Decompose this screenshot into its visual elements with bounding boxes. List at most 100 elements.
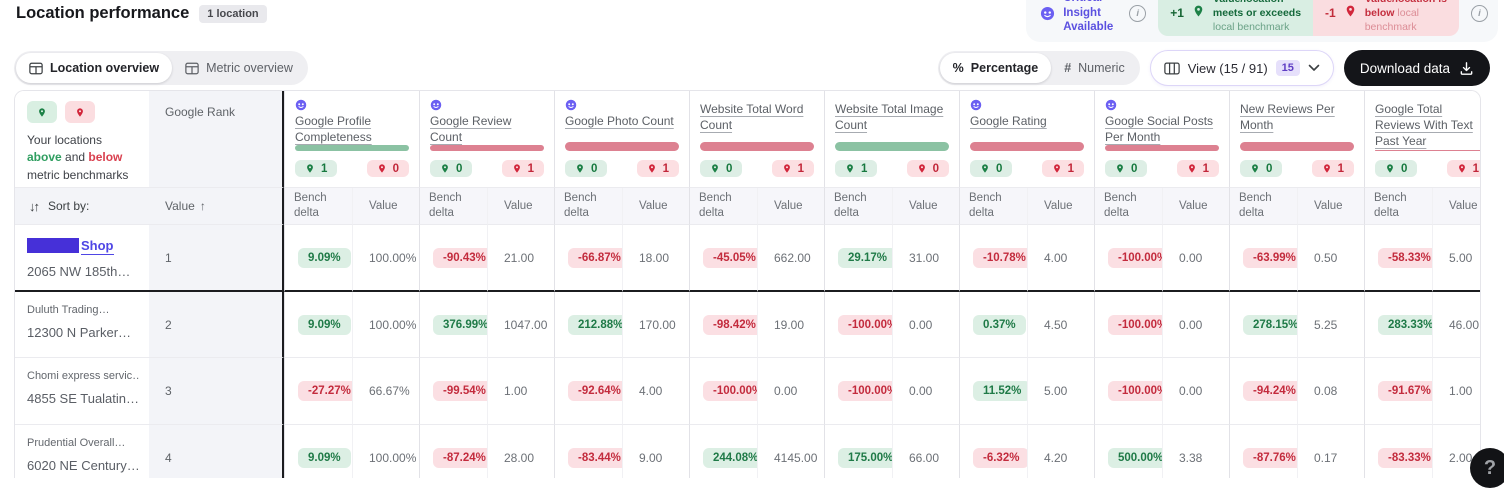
value-cell: 100.00% bbox=[352, 425, 419, 478]
pin-count-badges: 0 1 bbox=[1375, 160, 1480, 177]
rank-cell: 4 bbox=[149, 425, 284, 478]
value-cell: 9.00 bbox=[622, 425, 689, 478]
sort-by-control[interactable]: ↓↑ Sort by: bbox=[15, 188, 149, 225]
delta-badge-negative: -87.76% bbox=[1243, 448, 1306, 468]
location-row-1[interactable]: Shop 2065 NW 185th… bbox=[15, 225, 149, 292]
metric-value: 0.00 bbox=[1179, 384, 1203, 398]
value-cell: 100.00% bbox=[352, 225, 419, 292]
metric-name: Google Review Count bbox=[430, 114, 512, 145]
bench-delta-cell: -100.00% bbox=[1094, 225, 1178, 292]
toggle-percentage[interactable]: % Percentage bbox=[939, 53, 1052, 83]
pin-count-badges: 0 1 bbox=[1105, 160, 1219, 177]
rank-value: 4 bbox=[165, 451, 172, 465]
bench-delta-label: Bench delta bbox=[429, 192, 462, 219]
subheader-bench-delta: Bench delta bbox=[554, 188, 622, 225]
above-count-badge: 0 bbox=[430, 160, 473, 177]
download-data-button[interactable]: Download data bbox=[1343, 50, 1490, 86]
location-row-3[interactable]: Chomi express servic… 4855 SE Tualatin… bbox=[15, 358, 149, 425]
info-icon[interactable]: i bbox=[1129, 4, 1147, 22]
column-header-google-photo-count[interactable]: Google Photo Count 0 1 bbox=[554, 91, 689, 188]
column-header-google-review-count[interactable]: Google Review Count 0 1 bbox=[419, 91, 554, 188]
hash-icon: # bbox=[1064, 61, 1072, 75]
column-header-new-reviews-per-month[interactable]: New Reviews Per Month 0 1 bbox=[1229, 91, 1364, 188]
delta-badge-positive: 9.09% bbox=[298, 247, 351, 268]
column-header-google-rating[interactable]: Google Rating 0 1 bbox=[959, 91, 1094, 188]
google-rank-header-label: Google Rank bbox=[165, 105, 236, 119]
view-columns-dropdown[interactable]: View (15 / 91) 15 bbox=[1149, 50, 1334, 86]
column-header-google-total-reviews-with-text-past-year[interactable]: Google Total Reviews With Text Past Year… bbox=[1364, 91, 1480, 188]
value-cell: 5.00 bbox=[1027, 358, 1094, 425]
bench-delta-cell: -10.78% bbox=[959, 225, 1036, 292]
location-row-4[interactable]: Prudential Overall… 6020 NE Century… bbox=[15, 425, 149, 478]
value-cell: 0.00 bbox=[1162, 292, 1229, 358]
value-cell: 0.00 bbox=[892, 358, 959, 425]
metric-value: 0.00 bbox=[1179, 317, 1203, 332]
value-label: Value bbox=[774, 200, 803, 212]
columns-icon bbox=[1163, 62, 1180, 74]
delta-badge-negative: -90.43% bbox=[433, 247, 496, 268]
subheader-bench-delta: Bench delta bbox=[1364, 188, 1432, 225]
below-count-badge: 0 bbox=[366, 160, 409, 177]
delta-badge-positive: 175.00% bbox=[838, 448, 904, 468]
info-icon[interactable]: i bbox=[1471, 4, 1488, 22]
column-header-google-rank[interactable]: Google Rank bbox=[149, 91, 284, 188]
tab-location-overview[interactable]: Location overview bbox=[16, 53, 173, 83]
benchmark-bar bbox=[1375, 149, 1480, 151]
bench-delta-cell: 0.37% bbox=[959, 292, 1027, 358]
delta-badge-positive: 11.52% bbox=[973, 381, 1032, 401]
above-count-badge: 0 bbox=[1240, 160, 1283, 177]
value-label: Value bbox=[504, 200, 533, 212]
metric-name: Google Profile Completeness bbox=[295, 114, 372, 145]
sort-column-indicator[interactable]: Value ↑ bbox=[149, 188, 284, 225]
metric-value: 100.00% bbox=[369, 317, 417, 332]
metric-value: 66.00 bbox=[909, 451, 940, 465]
delta-badge-negative: -99.54% bbox=[433, 381, 496, 401]
location-address: 2065 NW 185th… bbox=[27, 264, 131, 279]
metric-value: 18.00 bbox=[639, 250, 670, 265]
metric-name: Google Social Posts Per Month bbox=[1105, 114, 1214, 145]
location-row-2[interactable]: Duluth Trading… 12300 N Parker… bbox=[15, 292, 149, 358]
delta-badge-negative: -94.24% bbox=[1243, 381, 1306, 401]
location-link[interactable]: Shop bbox=[81, 238, 114, 255]
delta-badge-negative: -100.00% bbox=[1108, 381, 1178, 401]
location-name: Prudential Overall… bbox=[27, 437, 139, 449]
bench-delta-cell: -83.33% bbox=[1364, 425, 1441, 478]
column-header-website-total-image-count[interactable]: Website Total Image Count 1 0 bbox=[824, 91, 959, 188]
bench-delta-label: Bench delta bbox=[699, 192, 732, 219]
metric-value: 5.25 bbox=[1314, 317, 1338, 332]
subheader-value: Value bbox=[352, 188, 419, 225]
subheader-bench-delta: Bench delta bbox=[824, 188, 892, 225]
above-count-badge: 1 bbox=[295, 160, 338, 177]
subheader-value: Value bbox=[1297, 188, 1364, 225]
value-cell: 46.00 bbox=[1432, 292, 1480, 358]
toggle-numeric[interactable]: # Numeric bbox=[1051, 53, 1138, 83]
green-pin-icon bbox=[1192, 3, 1205, 24]
help-button[interactable]: ? bbox=[1470, 448, 1504, 488]
pin-count-badges: 1 0 bbox=[295, 160, 409, 177]
below-count-badge: 1 bbox=[771, 160, 814, 177]
above-count-badge: 0 bbox=[700, 160, 743, 177]
metric-value: 170.00 bbox=[639, 317, 676, 332]
column-header-google-social-posts-per-month[interactable]: Google Social Posts Per Month 0 1 bbox=[1094, 91, 1229, 188]
bench-delta-label: Bench delta bbox=[1239, 192, 1272, 219]
column-header-website-total-word-count[interactable]: Website Total Word Count 0 1 bbox=[689, 91, 824, 188]
below-benchmark-text: Value/location is below local benchmark bbox=[1364, 0, 1447, 34]
value-cell: 0.00 bbox=[757, 358, 824, 425]
delta-badge-negative: -45.05% bbox=[703, 247, 766, 268]
subheader-value: Value bbox=[757, 188, 824, 225]
rank-value: 3 bbox=[165, 384, 172, 398]
column-header-google-profile-completeness[interactable]: Google Profile Completeness 1 0 bbox=[284, 91, 419, 188]
redacted-name-block bbox=[27, 238, 79, 254]
overview-tab-switcher: Location overview Metric overview bbox=[14, 51, 308, 85]
tab-metric-overview[interactable]: Metric overview bbox=[172, 53, 306, 83]
rank-value: 1 bbox=[165, 250, 172, 265]
delta-badge-negative: -27.27% bbox=[298, 381, 361, 401]
value-label: Value bbox=[369, 200, 398, 212]
value-label: Value bbox=[1044, 200, 1073, 212]
bench-delta-cell: 278.15% bbox=[1229, 292, 1309, 358]
bench-delta-cell: -90.43% bbox=[419, 225, 496, 292]
subheader-value: Value bbox=[892, 188, 959, 225]
table-toolbar: Location overview Metric overview % Perc… bbox=[14, 50, 1490, 86]
above-count-badge: 0 bbox=[1375, 160, 1418, 177]
pin-count-badges: 0 1 bbox=[700, 160, 814, 177]
